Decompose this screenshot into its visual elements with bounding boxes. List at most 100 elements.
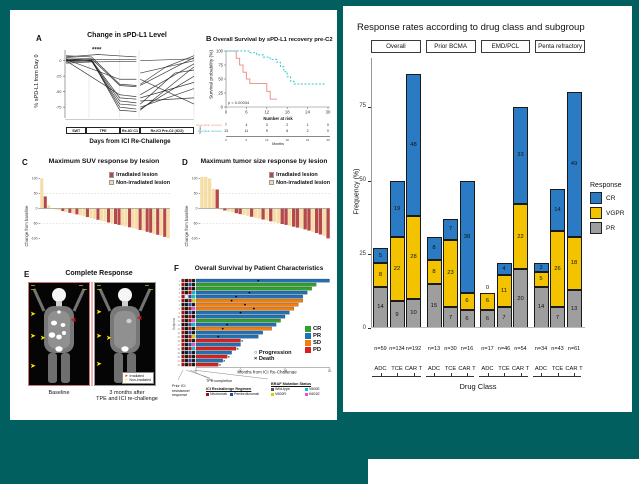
cr-segment: 7 [443, 218, 458, 240]
attribute-chip [191, 338, 196, 343]
attribute-chip [181, 354, 185, 359]
waterfall-bar [166, 208, 170, 239]
row-index: 5 [179, 296, 181, 299]
vgpr-segment: 8 [373, 263, 388, 287]
ytick-label: -50 [33, 222, 38, 226]
cr-segment: 3 [533, 263, 549, 272]
waterfall-bar [253, 208, 258, 218]
survival-bar [195, 314, 286, 319]
attribute-chip [191, 334, 196, 339]
waterfall-bar [311, 208, 315, 232]
overlay-text-mark [31, 285, 35, 286]
survival-bar [195, 346, 237, 351]
row-index: 14 [177, 332, 180, 335]
attribute-chip [188, 358, 192, 363]
cr-segment: 48 [406, 74, 421, 216]
stacked-bar: 9 22 19 [389, 180, 405, 328]
cr-segment: 49 [566, 92, 582, 237]
attribute-chip [191, 346, 196, 351]
waterfall-bar [47, 205, 51, 209]
waterfall-ylabel: Change from baseline [184, 205, 189, 247]
legend-label: PR [313, 333, 322, 339]
progression-marker [239, 311, 242, 314]
row-index: 10 [177, 316, 180, 319]
row-index: 12 [177, 324, 180, 327]
panel-c-title: Maximum SUV response by lesion [48, 158, 160, 165]
tumor-focus [62, 331, 66, 335]
pr-segment: 15 [426, 283, 442, 328]
attribute-chip [184, 306, 189, 311]
attribute-chip [184, 362, 189, 367]
waterfall-bar [145, 208, 149, 232]
stacked-bar: 14 5 3 [533, 263, 549, 328]
ytick-label: 0 [59, 58, 62, 63]
patient-line [140, 63, 195, 96]
n-label: n=34 [534, 346, 548, 352]
row-index: 16 [177, 340, 180, 343]
xtick-label: 10 [239, 369, 243, 373]
swimmer-xlabel: Months from ICI Re-Challenge [237, 370, 297, 375]
facet-axis-line [479, 376, 528, 377]
survival-bar [195, 298, 303, 303]
row-index: 2 [179, 284, 181, 287]
risk-count: 7 [225, 122, 227, 127]
attribute-chip [188, 306, 192, 311]
right-chart-plot-area: 14 8 5 9 22 19 10 28 48 15 8 8 7 23 7 6 6 38 6 6 0 7 11 4 20 22 33… [371, 58, 585, 328]
risk-xtick-label: 0 [225, 137, 227, 142]
head [118, 288, 132, 302]
category-label: CAR T [565, 366, 583, 372]
cr-segment: 8 [426, 236, 442, 261]
attribute-chip [188, 290, 192, 295]
leg-left [48, 353, 57, 383]
pr-swatch [590, 222, 602, 234]
attribute-chip [184, 330, 189, 335]
stacked-bar: 20 22 33 [513, 106, 528, 328]
vgpr-segment: 22 [389, 236, 405, 302]
waterfall-bar [223, 208, 227, 211]
category-tick [413, 373, 415, 376]
panel-e-letter: E [24, 270, 30, 279]
arm-right [72, 288, 86, 312]
attribute-chip [188, 302, 192, 307]
risk-months-label: Months [272, 142, 284, 146]
attribute-chip [184, 278, 189, 283]
connector-line [189, 370, 215, 382]
attribute-chip [191, 302, 196, 307]
waterfall-bar [43, 196, 47, 209]
irradiated-arrow-icon: ➤ [137, 315, 143, 322]
waterfall-bar [110, 208, 114, 224]
attribute-chip [184, 282, 189, 287]
row-index: 8 [179, 308, 181, 311]
attribute-chip [184, 342, 189, 347]
sd-swatch [305, 340, 311, 346]
connector-line [177, 370, 184, 381]
pr-segment: 7 [496, 307, 512, 328]
attribute-chip [191, 362, 196, 367]
xtick-label: 18 [285, 110, 290, 115]
row-index: 7 [179, 304, 181, 307]
non-irradiated-arrow-icon: ➤ [96, 333, 102, 340]
pet-caption-baseline: Baseline [48, 390, 70, 396]
pr-segment: 6 [480, 310, 495, 328]
pet-image-baseline: ➤ ➤ ➤ ➤ ➤ [28, 282, 90, 386]
ytick-label: 0 [221, 104, 224, 109]
panel-e-pet-images: E Complete Response ➤ ➤ ➤ ➤ ➤ ➤ ➤ ➤ ➤ ➤ ➤ Irradiat… [22, 270, 172, 418]
panel-b-title: Overall Survival by sPD-L1 recovery pre-… [213, 37, 333, 43]
risk-count: 6 [286, 128, 289, 133]
waterfall-bar [265, 208, 269, 221]
risk-count: 3 [265, 122, 268, 127]
survival-bar [195, 282, 317, 287]
vgpr-segment: 23 [443, 239, 458, 308]
panel-a-spdl1-lines: A Change in sPD-L1 Level 0 -25 -50 -75 **** … [24, 20, 204, 152]
waterfall-bar [257, 208, 261, 219]
n-label: n=59 [374, 346, 387, 352]
waterfall-bar [200, 176, 204, 209]
vgpr-segment: 26 [550, 230, 565, 308]
survival-bar [195, 326, 272, 331]
waterfall-ylabel: Change from baseline [24, 205, 29, 247]
n-label: n=54 [514, 346, 527, 352]
risk-xtick-label: 12 [265, 137, 269, 142]
key-label: Wild-type [275, 387, 290, 391]
